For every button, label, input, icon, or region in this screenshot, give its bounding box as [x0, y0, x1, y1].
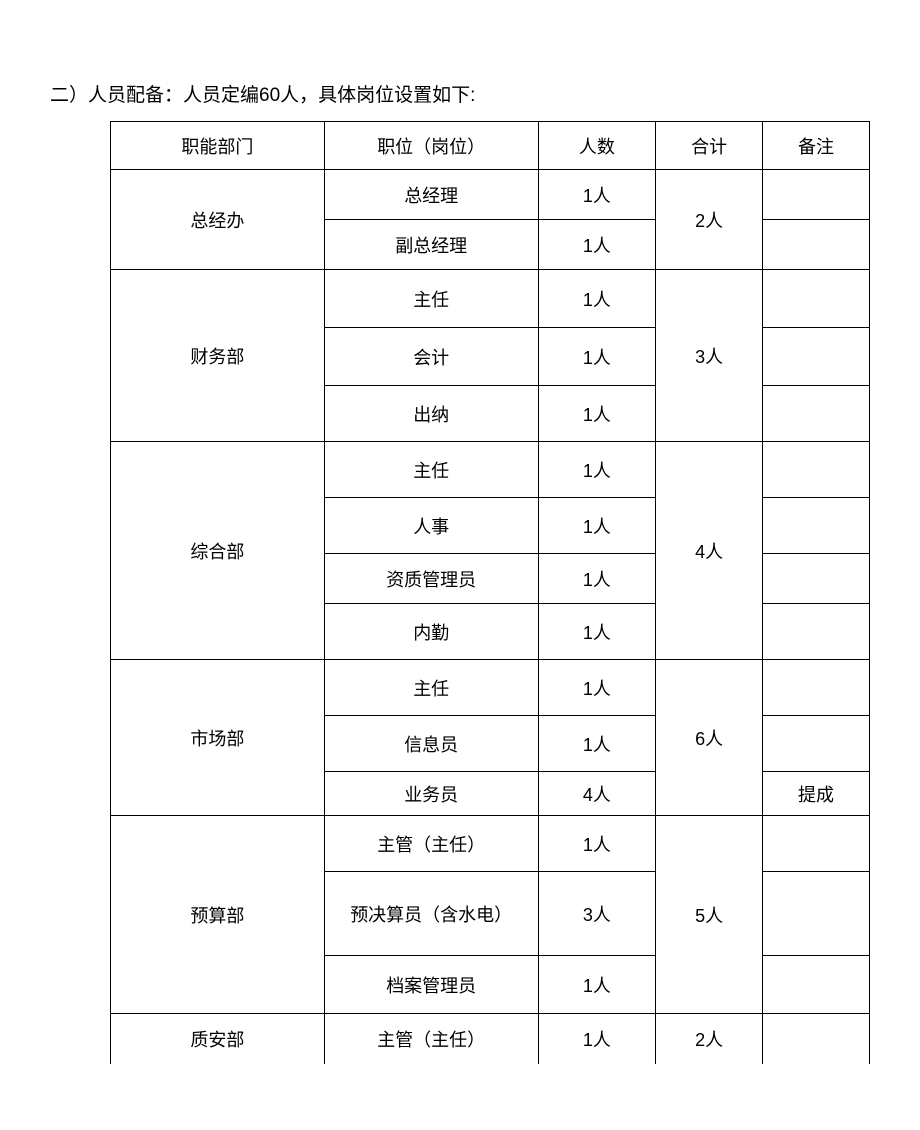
dept-cell: 市场部	[111, 660, 325, 816]
note-cell	[763, 816, 870, 872]
count-cell: 1人	[538, 220, 656, 270]
note-cell	[763, 328, 870, 386]
note-cell	[763, 170, 870, 220]
table-row: 综合部 主任 1人 4人	[111, 442, 870, 498]
position-cell: 人事	[324, 498, 538, 554]
position-cell: 出纳	[324, 386, 538, 442]
note-cell: 提成	[763, 772, 870, 816]
note-cell	[763, 660, 870, 716]
dept-cell: 综合部	[111, 442, 325, 660]
note-cell	[763, 442, 870, 498]
total-cell: 2人	[656, 1014, 763, 1064]
total-cell: 2人	[656, 170, 763, 270]
dept-cell: 总经办	[111, 170, 325, 270]
header-count: 人数	[538, 122, 656, 170]
page-title: 二）人员配备：人员定编60人，具体岗位设置如下:	[50, 80, 870, 107]
position-cell: 副总经理	[324, 220, 538, 270]
position-cell: 会计	[324, 328, 538, 386]
position-cell: 业务员	[324, 772, 538, 816]
note-cell	[763, 1014, 870, 1064]
total-cell: 5人	[656, 816, 763, 1014]
note-cell	[763, 220, 870, 270]
staffing-table: 职能部门 职位（岗位） 人数 合计 备注 总经办 总经理 1人 2人 副总经理 …	[110, 121, 870, 1064]
position-cell: 信息员	[324, 716, 538, 772]
count-cell: 1人	[538, 442, 656, 498]
position-cell: 资质管理员	[324, 554, 538, 604]
header-department: 职能部门	[111, 122, 325, 170]
total-cell: 6人	[656, 660, 763, 816]
count-cell: 4人	[538, 772, 656, 816]
table-row: 预算部 主管（主任） 1人 5人	[111, 816, 870, 872]
count-cell: 1人	[538, 498, 656, 554]
count-cell: 1人	[538, 1014, 656, 1064]
note-cell	[763, 386, 870, 442]
header-total: 合计	[656, 122, 763, 170]
header-row: 职能部门 职位（岗位） 人数 合计 备注	[111, 122, 870, 170]
table-row: 质安部 主管（主任） 1人 2人	[111, 1014, 870, 1064]
count-cell: 1人	[538, 328, 656, 386]
position-cell: 主任	[324, 442, 538, 498]
position-cell: 总经理	[324, 170, 538, 220]
count-cell: 3人	[538, 872, 656, 956]
dept-cell: 预算部	[111, 816, 325, 1014]
count-cell: 1人	[538, 270, 656, 328]
count-cell: 1人	[538, 956, 656, 1014]
count-cell: 1人	[538, 660, 656, 716]
note-cell	[763, 872, 870, 956]
table-row: 总经办 总经理 1人 2人	[111, 170, 870, 220]
dept-cell: 质安部	[111, 1014, 325, 1064]
total-cell: 3人	[656, 270, 763, 442]
count-cell: 1人	[538, 816, 656, 872]
header-note: 备注	[763, 122, 870, 170]
count-cell: 1人	[538, 386, 656, 442]
note-cell	[763, 956, 870, 1014]
count-cell: 1人	[538, 554, 656, 604]
note-cell	[763, 498, 870, 554]
table-row: 市场部 主任 1人 6人	[111, 660, 870, 716]
position-cell: 预决算员（含水电）	[324, 872, 538, 956]
count-cell: 1人	[538, 716, 656, 772]
position-cell: 档案管理员	[324, 956, 538, 1014]
note-cell	[763, 554, 870, 604]
position-cell: 主管（主任）	[324, 1014, 538, 1064]
count-cell: 1人	[538, 170, 656, 220]
position-cell: 主任	[324, 270, 538, 328]
header-position: 职位（岗位）	[324, 122, 538, 170]
dept-cell: 财务部	[111, 270, 325, 442]
note-cell	[763, 270, 870, 328]
position-cell: 内勤	[324, 604, 538, 660]
note-cell	[763, 604, 870, 660]
count-cell: 1人	[538, 604, 656, 660]
total-cell: 4人	[656, 442, 763, 660]
position-cell: 主管（主任）	[324, 816, 538, 872]
note-cell	[763, 716, 870, 772]
table-row: 财务部 主任 1人 3人	[111, 270, 870, 328]
position-cell: 主任	[324, 660, 538, 716]
